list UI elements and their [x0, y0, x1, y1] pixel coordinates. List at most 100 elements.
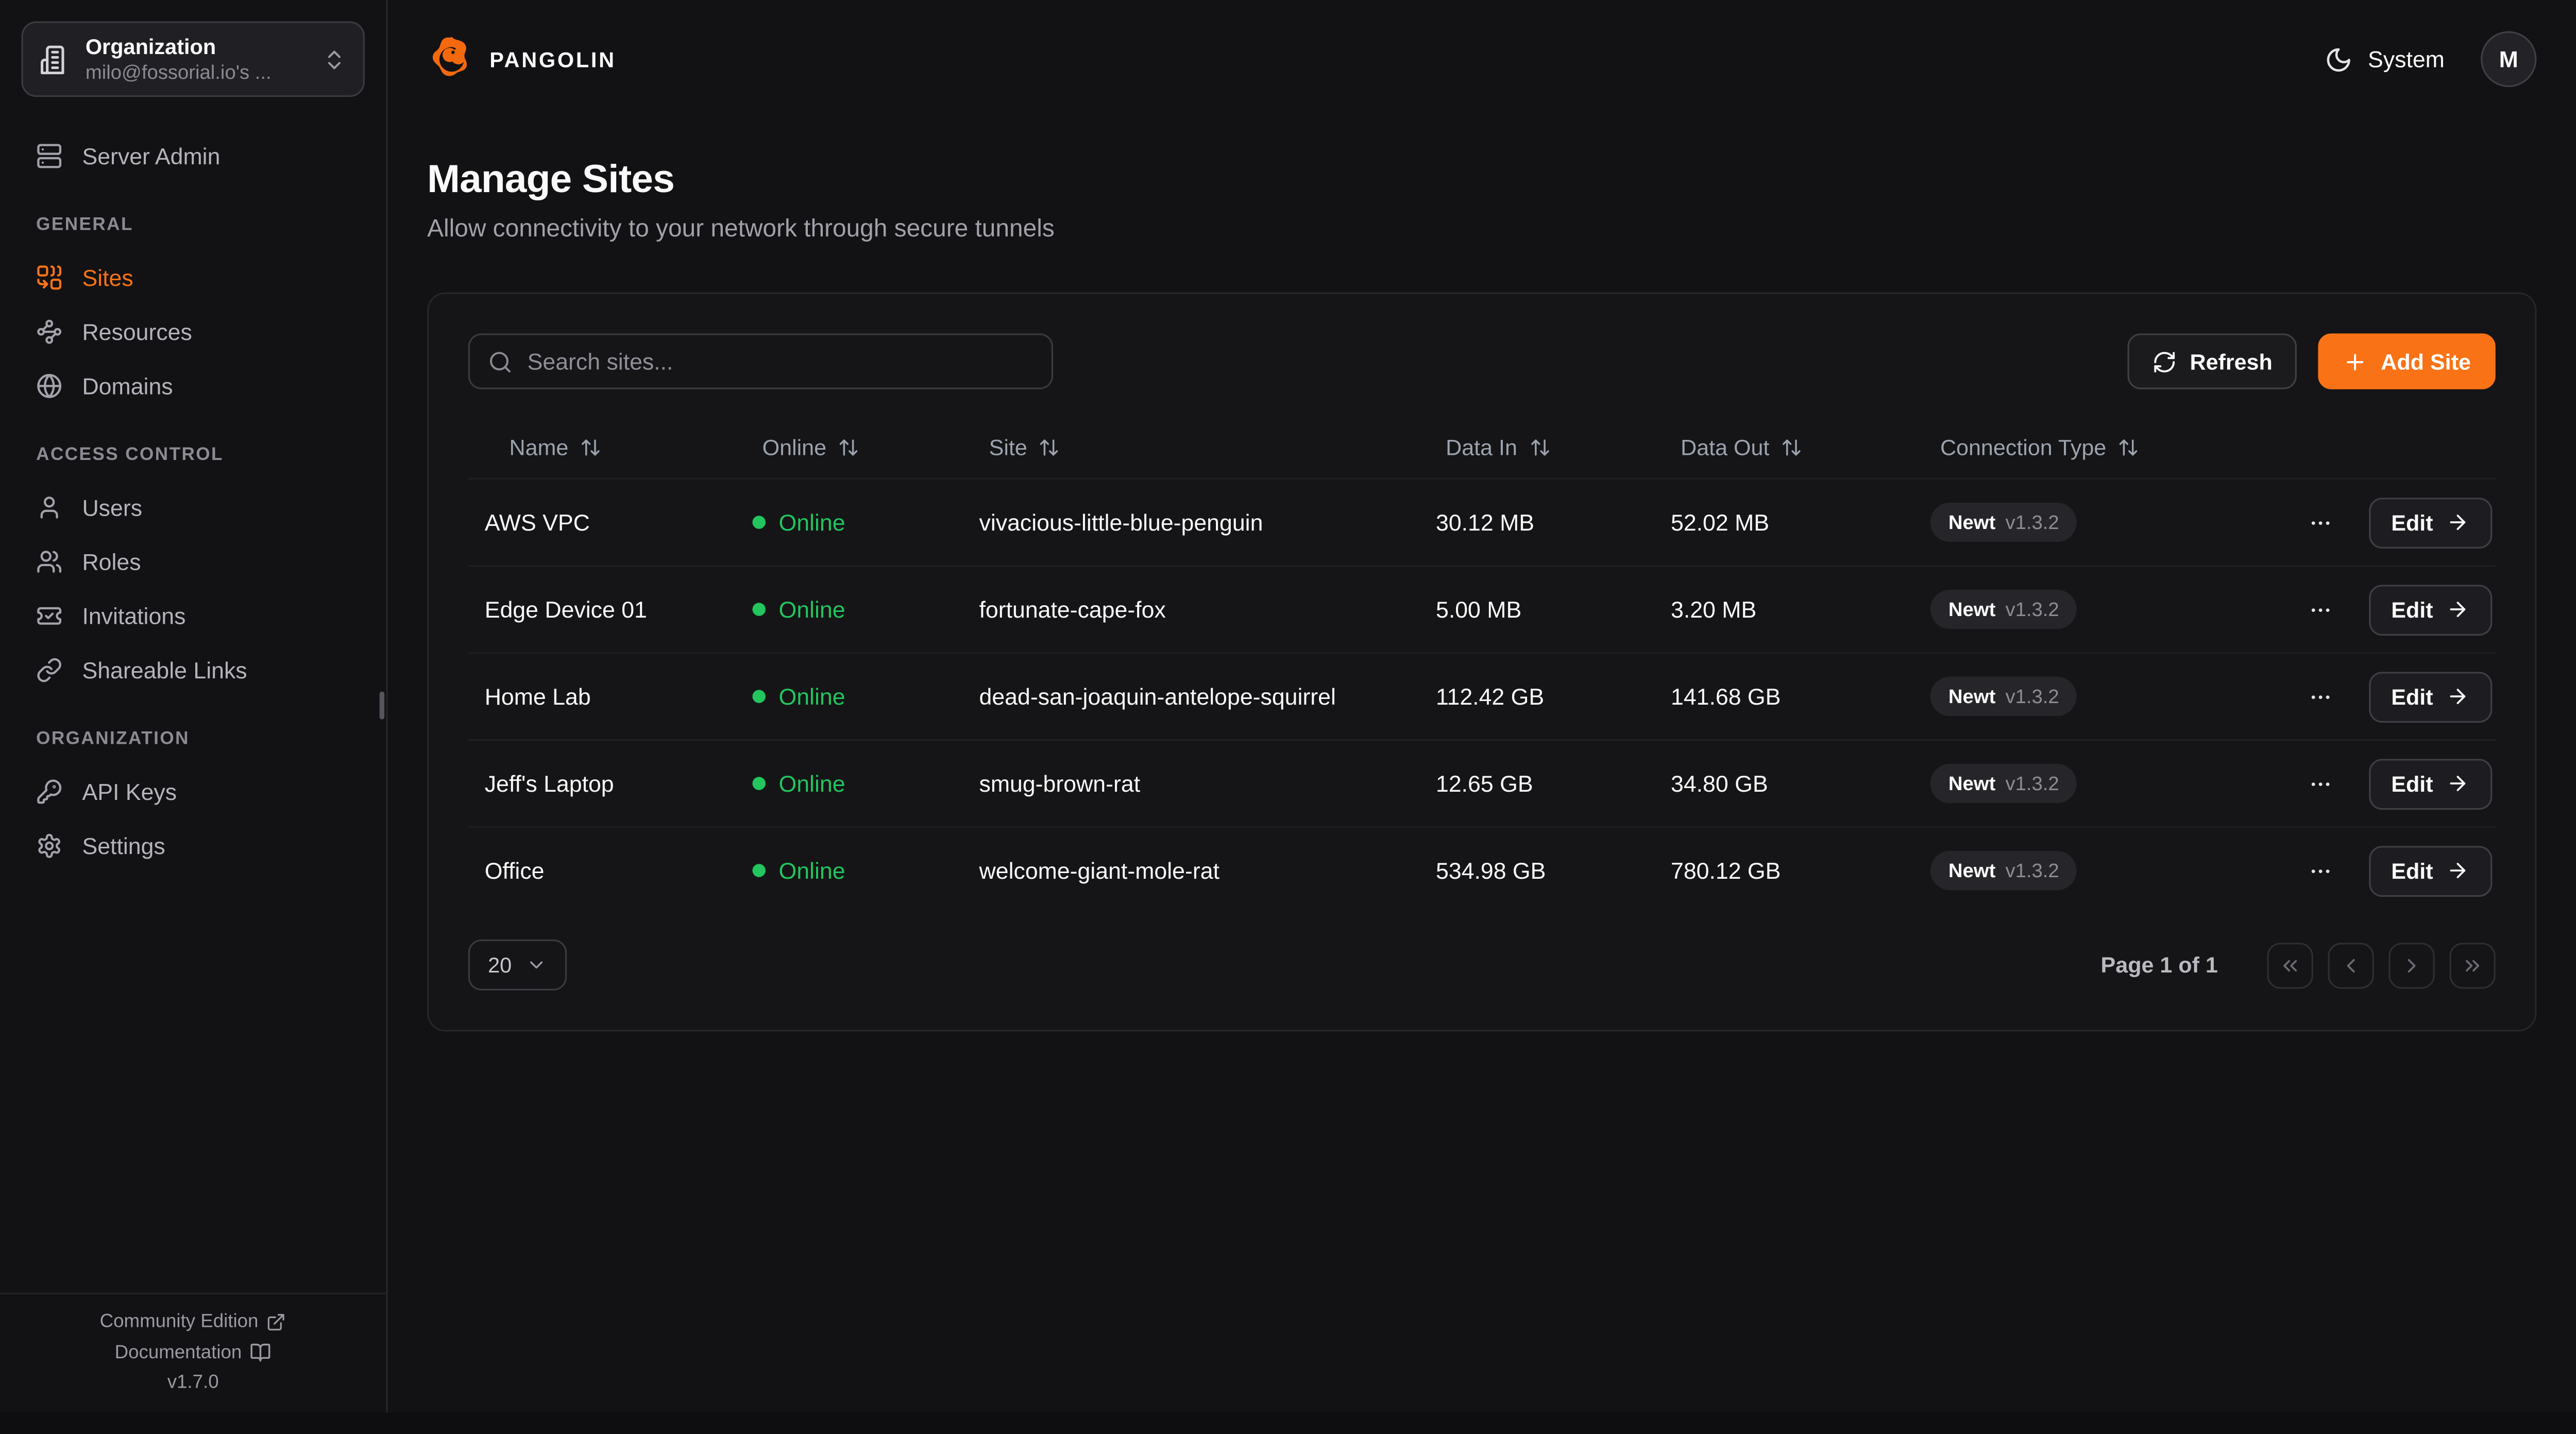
chevrons-right-icon — [2461, 953, 2484, 977]
chevron-left-icon — [2340, 953, 2363, 977]
sites-toolbar: Refresh Add Site — [468, 333, 2496, 389]
site-name: AWS VPC — [484, 509, 590, 536]
first-page-button[interactable] — [2267, 942, 2313, 988]
data-in: 30.12 MB — [1435, 509, 1535, 536]
sidebar-item-shareable-links[interactable]: Shareable Links — [21, 642, 364, 696]
row-edit-button[interactable]: Edit — [2368, 671, 2493, 722]
status-dot-icon — [752, 864, 766, 877]
previous-page-button[interactable] — [2328, 942, 2374, 988]
globe-icon — [36, 372, 62, 398]
avatar[interactable]: M — [2481, 31, 2537, 88]
building-icon — [40, 44, 71, 75]
data-out: 34.80 GB — [1670, 770, 1768, 797]
ellipsis-icon — [2308, 771, 2332, 796]
section-label-general: GENERAL — [36, 215, 133, 235]
connection-type-badge: Newt v1.3.2 — [1930, 589, 2077, 629]
column-header-data-out[interactable]: Data Out — [1654, 434, 1914, 459]
theme-toggle[interactable]: System — [2325, 45, 2445, 73]
column-header-connection-type[interactable]: Connection Type — [1914, 434, 2239, 459]
combine-icon — [36, 264, 62, 290]
table-row[interactable]: Home Lab Online dead-san-joaquin-antelop… — [468, 652, 2496, 739]
chevron-right-icon — [2400, 953, 2424, 977]
search-input[interactable] — [527, 348, 1033, 375]
link-label: Community Edition — [99, 1312, 259, 1333]
chevron-down-icon — [527, 954, 548, 976]
link-label: Documentation — [114, 1342, 242, 1363]
sidebar-item-users[interactable]: Users — [21, 480, 364, 534]
site-name: Office — [484, 857, 545, 884]
sidebar-item-label: Invitations — [82, 602, 186, 628]
arrow-right-icon — [2446, 598, 2469, 621]
topbar: PANGOLIN System M — [388, 0, 2576, 118]
main-area: PANGOLIN System M Manage Sites Allow con… — [388, 0, 2576, 1412]
sort-icon — [838, 436, 859, 457]
table-row[interactable]: AWS VPC Online vivacious-little-blue-pen… — [468, 477, 2496, 565]
brand-name: PANGOLIN — [489, 46, 616, 72]
sidebar-scrollbar-thumb[interactable] — [379, 691, 385, 720]
row-edit-button[interactable]: Edit — [2368, 845, 2493, 896]
page-header: Manage Sites Allow connectivity to your … — [388, 118, 2576, 243]
table-row[interactable]: Jeff's Laptop Online smug-brown-rat 12.6… — [468, 739, 2496, 826]
ticket-check-icon — [36, 602, 62, 628]
ellipsis-icon — [2308, 510, 2332, 535]
site-slug: vivacious-little-blue-penguin — [979, 509, 1263, 536]
sidebar-item-label: Settings — [82, 832, 165, 859]
refresh-button[interactable]: Refresh — [2127, 333, 2297, 389]
brand-logo[interactable]: PANGOLIN — [427, 35, 616, 84]
row-more-options-button[interactable] — [2301, 851, 2338, 889]
sidebar-item-label: Server Admin — [82, 142, 221, 168]
external-link-icon — [266, 1312, 286, 1332]
status-dot-icon — [752, 690, 766, 703]
row-edit-button[interactable]: Edit — [2368, 758, 2493, 809]
key-icon — [36, 778, 62, 804]
sidebar-item-sites[interactable]: Sites — [21, 250, 364, 304]
site-name: Home Lab — [484, 683, 591, 710]
users-icon — [36, 548, 62, 574]
sort-icon — [1781, 436, 1802, 457]
sidebar: Organization milo@fossorial.io's ... Ser… — [0, 0, 388, 1413]
add-site-label: Add Site — [2381, 349, 2471, 374]
connection-type-badge: Newt v1.3.2 — [1930, 676, 2077, 716]
sites-card: Refresh Add Site Name — [427, 292, 2537, 1032]
sidebar-item-label: API Keys — [82, 777, 177, 804]
column-header-online[interactable]: Online — [736, 434, 963, 459]
row-more-options-button[interactable] — [2301, 503, 2338, 541]
table-row[interactable]: Edge Device 01 Online fortunate-cape-fox… — [468, 565, 2496, 652]
sidebar-item-label: Users — [82, 493, 143, 520]
data-out: 141.68 GB — [1670, 683, 1781, 710]
plus-icon — [2343, 349, 2368, 374]
row-more-options-button[interactable] — [2301, 677, 2338, 715]
version-label: v1.7.0 — [167, 1373, 219, 1393]
sidebar-item-invitations[interactable]: Invitations — [21, 588, 364, 642]
community-edition-link[interactable]: Community Edition — [100, 1312, 286, 1332]
page-size-select[interactable]: 20 — [468, 939, 568, 991]
column-header-name[interactable]: Name — [468, 434, 736, 459]
sidebar-item-label: Sites — [82, 263, 133, 290]
sidebar-item-api-keys[interactable]: API Keys — [21, 764, 364, 818]
row-edit-button[interactable]: Edit — [2368, 584, 2493, 635]
online-status: Online — [736, 596, 963, 623]
row-more-options-button[interactable] — [2301, 590, 2338, 628]
add-site-button[interactable]: Add Site — [2318, 333, 2496, 389]
sidebar-item-label: Domains — [82, 372, 173, 399]
row-edit-button[interactable]: Edit — [2368, 497, 2493, 548]
documentation-link[interactable]: Documentation — [115, 1342, 272, 1363]
page-title: Manage Sites — [427, 158, 675, 202]
connection-type-badge: Newt v1.3.2 — [1930, 502, 2077, 542]
column-header-data-in[interactable]: Data In — [1419, 434, 1654, 459]
next-page-button[interactable] — [2388, 942, 2435, 988]
column-header-site[interactable]: Site — [963, 434, 1419, 459]
data-in: 534.98 GB — [1435, 857, 1546, 884]
sidebar-item-domains[interactable]: Domains — [21, 358, 364, 412]
sidebar-item-roles[interactable]: Roles — [21, 534, 364, 588]
row-more-options-button[interactable] — [2301, 764, 2338, 802]
online-status: Online — [736, 771, 963, 797]
sidebar-item-settings[interactable]: Settings — [21, 818, 364, 872]
org-switcher[interactable]: Organization milo@fossorial.io's ... — [21, 21, 365, 97]
table-row[interactable]: Office Online welcome-giant-mole-rat 534… — [468, 826, 2496, 913]
sidebar-item-resources[interactable]: Resources — [21, 304, 364, 358]
sidebar-item-server-admin[interactable]: Server Admin — [21, 128, 364, 182]
arrow-right-icon — [2446, 685, 2469, 708]
last-page-button[interactable] — [2449, 942, 2496, 988]
